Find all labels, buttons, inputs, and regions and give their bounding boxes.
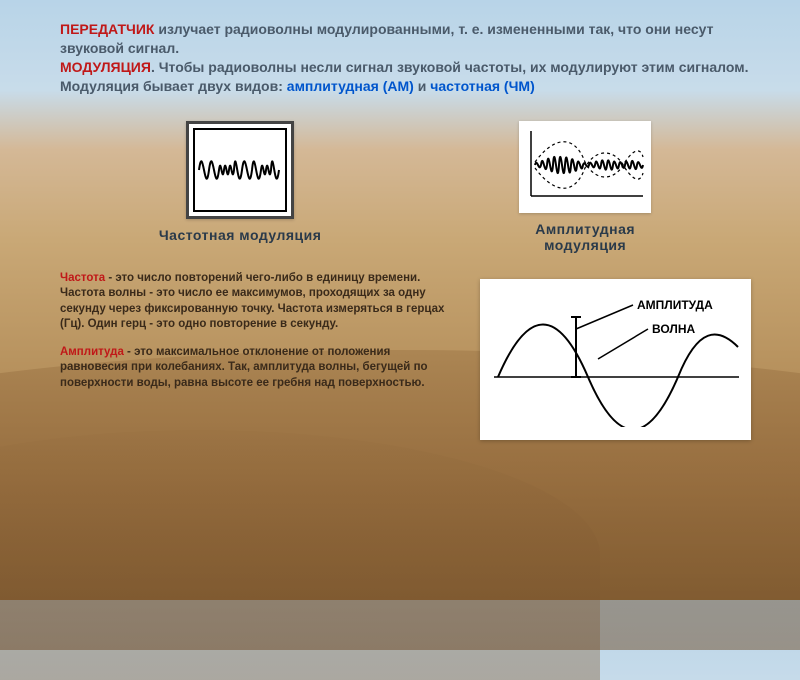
am-label-line2: модуляция <box>544 237 626 253</box>
definitions: Частота - это число повторений чего-либо… <box>60 271 460 440</box>
amp-def: Амплитуда - это максимальное отклонение … <box>60 345 460 392</box>
modulation-keyword: МОДУЛЯЦИЯ <box>60 59 151 75</box>
transmitter-text: излучает радиоволны модулированными, т. … <box>60 21 713 56</box>
labeled-wave-frame: АМПЛИТУДА ВОЛНА <box>480 279 751 440</box>
and-text: и <box>414 78 430 94</box>
transmitter-keyword: ПЕРЕДАТЧИК <box>60 21 154 37</box>
body-row: Частота - это число повторений чего-либо… <box>60 271 750 440</box>
svg-text:АМПЛИТУДА: АМПЛИТУДА <box>637 298 713 312</box>
fm-frame <box>186 121 294 219</box>
freq-def: Частота - это число повторений чего-либо… <box>60 271 460 333</box>
labeled-wave-icon: АМПЛИТУДА ВОЛНА <box>488 287 743 427</box>
diagrams-row: Частотная модуляция Амплитудная модуляци… <box>60 121 750 253</box>
svg-text:ВОЛНА: ВОЛНА <box>652 322 695 336</box>
am-wave-icon <box>525 127 645 202</box>
slide-content: ПЕРЕДАТЧИК излучает радиоволны модулиров… <box>0 0 800 600</box>
fm-wave-icon <box>195 130 285 205</box>
fm-label: Частотная модуляция <box>159 227 322 243</box>
fm-diagram-block: Частотная модуляция <box>159 121 322 253</box>
am-diagram-block: Амплитудная модуляция <box>519 121 651 253</box>
intro-paragraph: ПЕРЕДАТЧИК излучает радиоволны модулиров… <box>60 20 750 96</box>
am-label: Амплитудная модуляция <box>519 221 651 253</box>
labeled-wave-block: АМПЛИТУДА ВОЛНА <box>480 271 751 440</box>
am-keyword: амплитудная (АМ) <box>287 78 414 94</box>
am-label-line1: Амплитудная <box>535 221 635 237</box>
freq-text: - это число повторений чего-либо в едини… <box>60 272 444 331</box>
amp-keyword: Амплитуда <box>60 346 124 358</box>
freq-keyword: Частота <box>60 272 105 284</box>
am-frame <box>519 121 651 213</box>
fm-keyword: частотная (ЧМ) <box>430 78 535 94</box>
